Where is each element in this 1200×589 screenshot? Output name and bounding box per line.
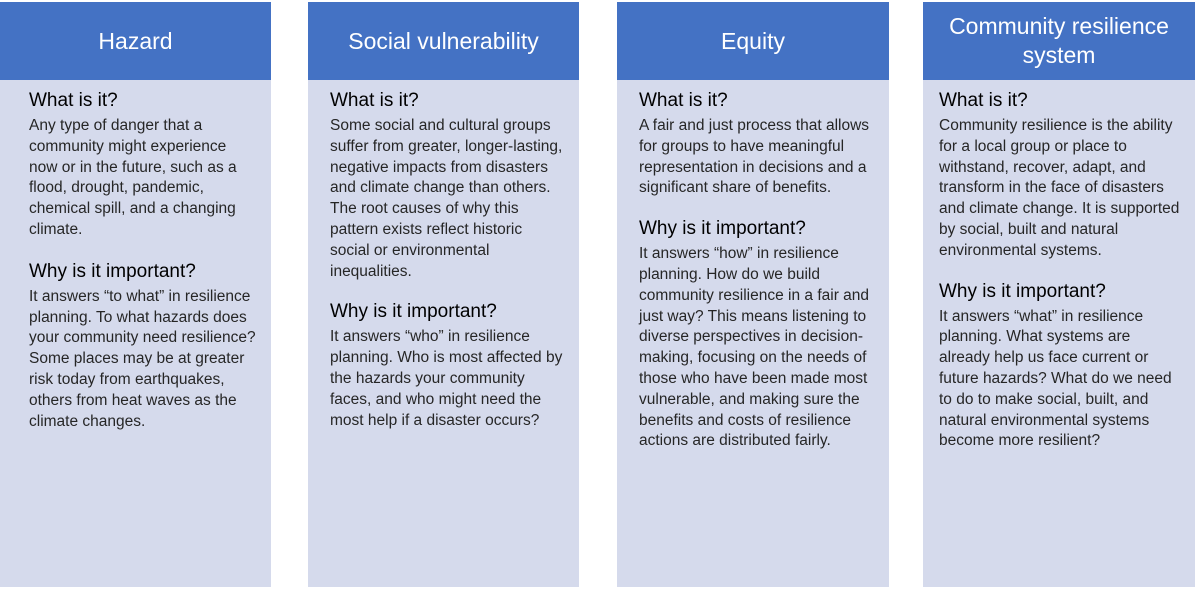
answer-what: A fair and just process that allows for …: [639, 117, 870, 197]
answer-what: Community resilience is the ability for …: [939, 117, 1180, 259]
column-header: Equity: [617, 2, 889, 80]
answer-what: Any type of danger that a community migh…: [29, 117, 237, 238]
question-what: What is it?: [639, 90, 728, 111]
column-header: Hazard: [0, 2, 271, 80]
answer-why: It answers “how” in resilience planning.…: [639, 245, 870, 450]
column-community-resilience-system: Community resilience system What is it? …: [923, 2, 1195, 587]
question-why: Why is it important?: [29, 260, 196, 282]
question-why: Why is it important?: [639, 218, 806, 240]
column-body: What is it? Some social and cultural gro…: [308, 80, 579, 431]
column-header: Community resilience system: [923, 2, 1195, 80]
question-why: Why is it important?: [330, 301, 497, 323]
column-header: Social vulnerability: [308, 2, 579, 80]
column-hazard: Hazard What is it? Any type of danger th…: [0, 2, 271, 587]
column-body: What is it? Any type of danger that a co…: [0, 80, 271, 432]
question-what: What is it?: [29, 90, 118, 111]
column-equity: Equity What is it? A fair and just proce…: [617, 2, 889, 587]
question-why: Why is it important?: [939, 280, 1106, 302]
spacer: [939, 262, 1185, 280]
answer-why: It answers “what” in resilience planning…: [939, 307, 1172, 450]
spacer: [330, 282, 565, 300]
column-body: What is it? Community resilience is the …: [923, 80, 1195, 452]
spacer: [639, 199, 877, 217]
spacer: [29, 241, 257, 260]
answer-why: It answers “to what” in resilience plann…: [29, 287, 256, 430]
question-what: What is it?: [330, 90, 419, 111]
answer-what: Some social and cultural groups suffer f…: [330, 117, 563, 280]
answer-why: It answers “who” in resilience planning.…: [330, 328, 563, 429]
column-body: What is it? A fair and just process that…: [617, 80, 889, 452]
column-social-vulnerability: Social vulnerability What is it? Some so…: [308, 2, 579, 587]
question-what: What is it?: [939, 90, 1028, 111]
